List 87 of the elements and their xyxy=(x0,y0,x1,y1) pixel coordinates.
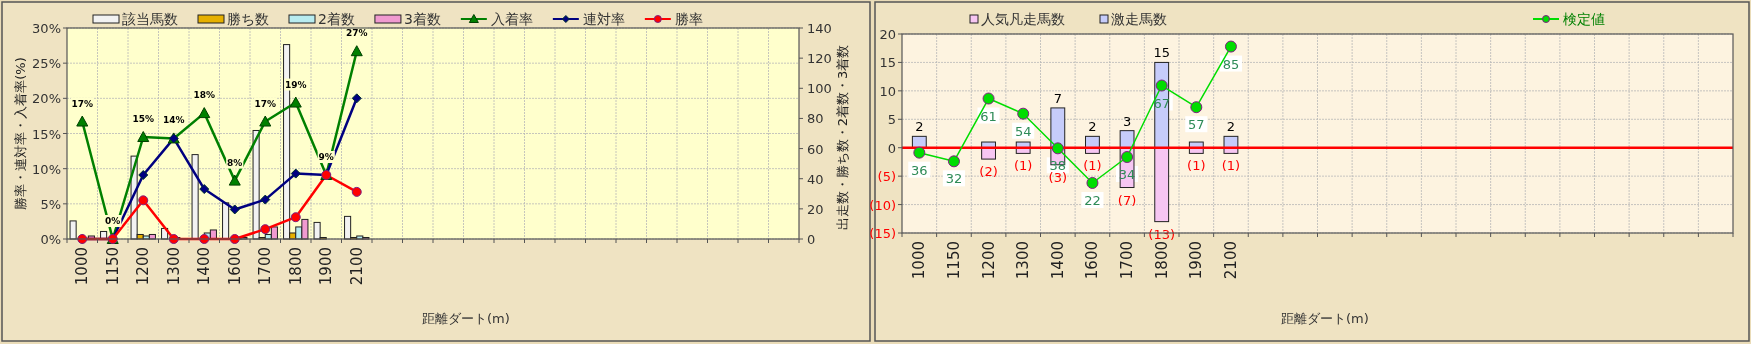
y2-tick-label: 60 xyxy=(807,141,824,157)
legend-label: 検定値 xyxy=(1563,11,1605,27)
x-tick-label: 1900 xyxy=(317,247,336,286)
x-tick-label: 2100 xyxy=(347,247,366,286)
y-tick-label: (10) xyxy=(869,197,896,213)
data-label: 0% xyxy=(105,216,121,226)
y-tick-label: 20 xyxy=(879,27,896,42)
legend-label: 2着数 xyxy=(318,11,355,27)
y-tick-label: 5 xyxy=(887,112,896,128)
legend-label: 勝ち数 xyxy=(227,11,269,27)
y-tick-label: 10% xyxy=(32,161,61,177)
legend-label: 激走馬数 xyxy=(1111,11,1167,27)
data-label: 7 xyxy=(1053,90,1062,106)
y-tick-label: 0 xyxy=(887,140,896,156)
y2-tick-label: 120 xyxy=(807,51,832,67)
y2-axis-title: 出走数・勝ち数・2着数・3着数 xyxy=(835,44,850,231)
x-tick-label: 1000 xyxy=(910,241,929,280)
y2-tick-label: 40 xyxy=(807,171,824,187)
data-label: 61 xyxy=(980,108,997,124)
x-tick-label: 1200 xyxy=(134,247,153,286)
data-label: 3 xyxy=(1122,113,1132,129)
y-tick-label: 30% xyxy=(32,21,61,36)
data-label: 8% xyxy=(227,157,243,168)
legend-label: 人気凡走馬数 xyxy=(981,11,1065,27)
y-tick-label: 10 xyxy=(879,83,896,99)
data-label: 14% xyxy=(162,115,185,126)
y2-tick-label: 0 xyxy=(807,232,816,247)
x-axis-title: 距離ダート(m) xyxy=(422,311,510,326)
y-tick-label: 20% xyxy=(32,91,61,107)
x-tick-label: 1150 xyxy=(944,241,963,280)
legend-label: 3着数 xyxy=(403,11,441,27)
x-tick-label: 1400 xyxy=(195,247,214,286)
data-label: (1) xyxy=(1083,158,1102,174)
data-label: 15% xyxy=(132,114,155,125)
x-tick-label: 1600 xyxy=(225,247,244,286)
x-tick-label: 1000 xyxy=(73,247,92,286)
data-label: 57 xyxy=(1188,117,1205,133)
y-tick-label: (5) xyxy=(877,169,896,185)
legend-label: 連対率 xyxy=(582,11,625,27)
x-axis-title: 距離ダート(m) xyxy=(1281,311,1369,326)
x-tick-label: 1400 xyxy=(1048,241,1067,280)
data-label: (13) xyxy=(1148,226,1176,242)
x-tick-label: 1300 xyxy=(1014,241,1033,280)
y2-tick-label: 80 xyxy=(807,111,824,127)
x-tick-label: 1800 xyxy=(286,247,305,286)
x-tick-label: 1900 xyxy=(1187,241,1206,280)
y-tick-label: 15% xyxy=(32,126,61,142)
data-label: (1) xyxy=(1013,158,1033,174)
data-label: (1) xyxy=(1221,158,1241,174)
data-label: 54 xyxy=(1014,123,1032,139)
x-tick-label: 1600 xyxy=(1083,241,1102,280)
data-label: 2 xyxy=(1088,119,1097,135)
x-tick-label: 1700 xyxy=(256,247,275,286)
data-label: 32 xyxy=(945,171,963,187)
data-label: 9% xyxy=(318,152,334,162)
legend-label: 勝率 xyxy=(674,11,703,27)
data-label: 19% xyxy=(284,79,307,90)
y-axis-title: 勝率・連対率・入着率(%) xyxy=(13,57,28,210)
x-tick-label: 2100 xyxy=(1221,241,1240,280)
legend-label: 該当馬数 xyxy=(122,11,178,27)
y2-tick-label: 100 xyxy=(807,81,832,97)
y-tick-label: (15) xyxy=(869,226,896,241)
data-label: 2 xyxy=(915,119,924,135)
x-tick-label: 1700 xyxy=(1118,241,1137,280)
y2-tick-label: 20 xyxy=(807,201,824,217)
data-label: (2) xyxy=(979,164,998,180)
data-label: 17% xyxy=(254,98,277,109)
y-tick-label: 25% xyxy=(32,56,61,72)
x-tick-label: 1300 xyxy=(164,247,183,286)
x-tick-label: 1200 xyxy=(979,241,998,280)
data-label: (1) xyxy=(1187,158,1206,174)
legend-label: 入着率 xyxy=(490,11,533,27)
data-label: 17% xyxy=(71,98,94,109)
y2-tick-label: 140 xyxy=(807,21,832,36)
y-tick-label: 15 xyxy=(879,55,896,71)
data-label: 85 xyxy=(1222,56,1240,72)
data-label: 36 xyxy=(911,162,928,178)
data-label: (7) xyxy=(1117,192,1137,208)
y-tick-label: 0% xyxy=(40,232,61,247)
x-tick-label: 1150 xyxy=(103,247,122,286)
data-label: 18% xyxy=(193,90,216,101)
data-label: 27% xyxy=(345,28,368,39)
y-tick-label: 5% xyxy=(40,196,61,212)
x-tick-label: 1800 xyxy=(1152,241,1171,280)
data-label: 2 xyxy=(1226,119,1236,135)
data-label: 22 xyxy=(1084,192,1101,208)
data-label: 15 xyxy=(1153,45,1170,61)
